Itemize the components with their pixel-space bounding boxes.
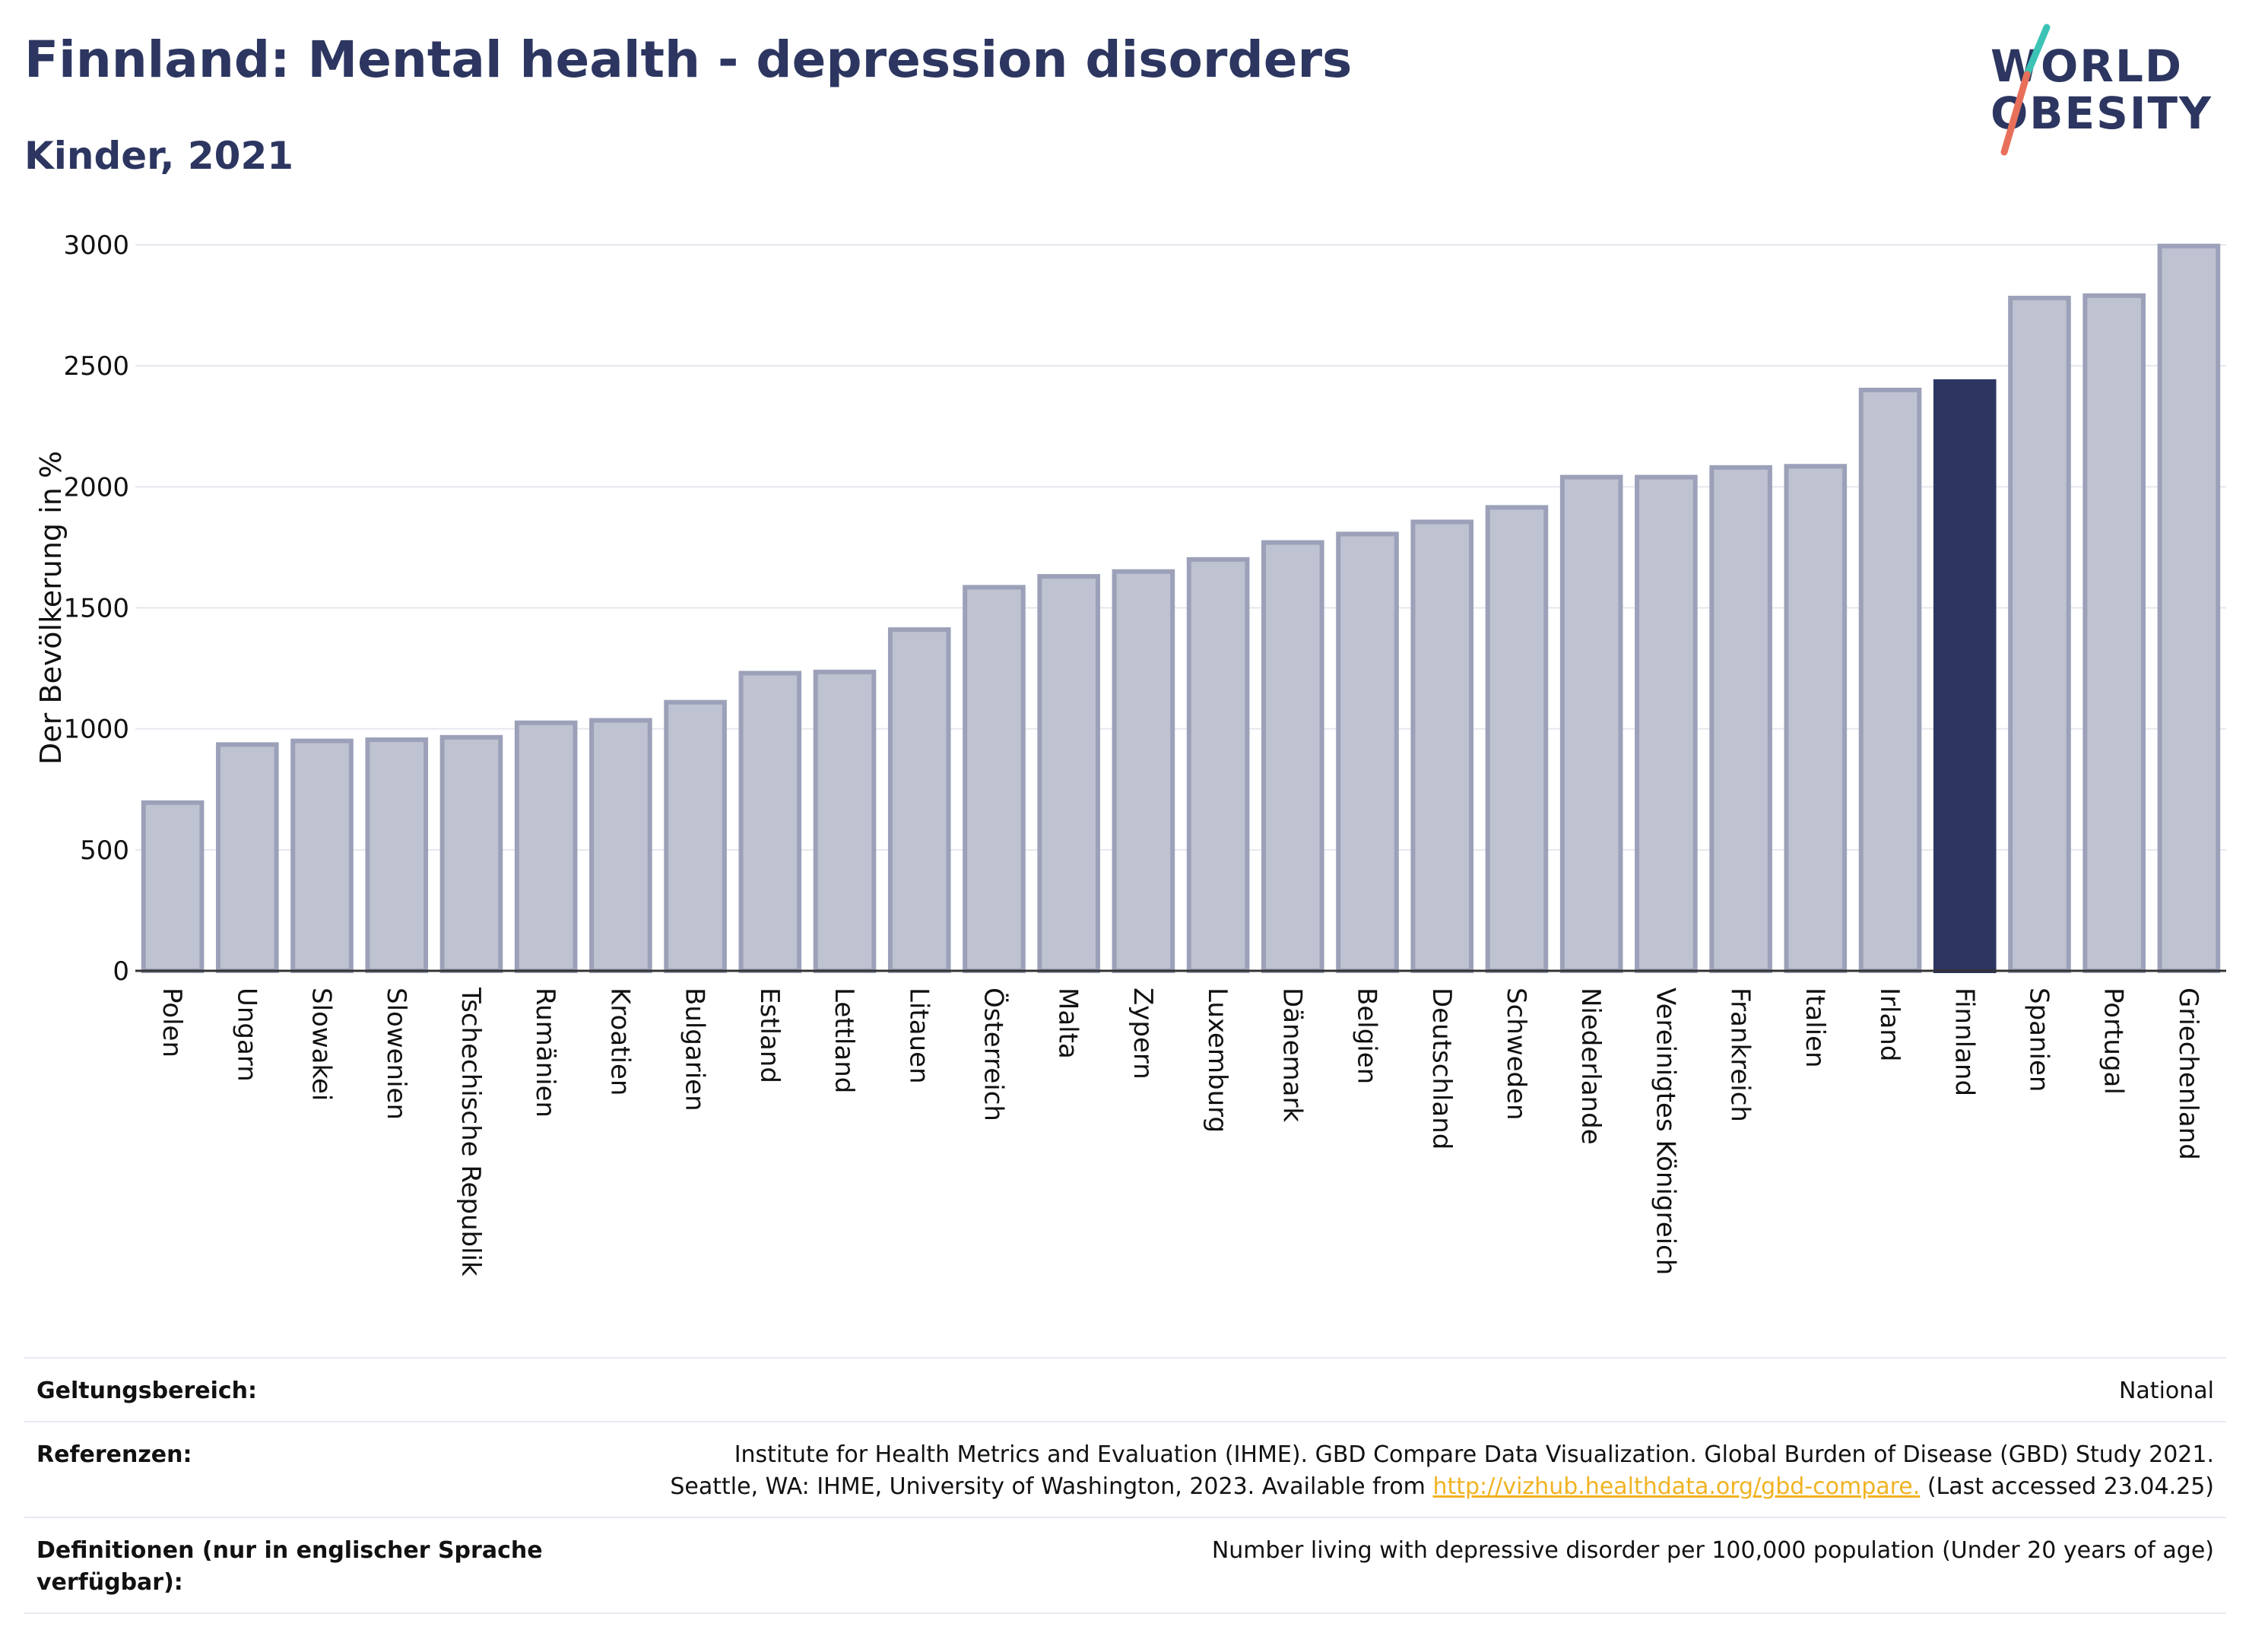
category-label: Polen <box>157 988 187 1057</box>
references-line-2-text: Seattle, WA: IHME, University of Washing… <box>670 1473 1433 1500</box>
logo-text-obesity: OBESITY <box>1990 87 2213 139</box>
category-label: Estland <box>754 988 785 1083</box>
bar-Lettland <box>813 669 877 973</box>
y-tick-label: 2500 <box>63 351 129 382</box>
footer-row-definitions: Definitionen (nur in englischer Sprache … <box>24 1517 2226 1614</box>
bar-Deutschland <box>1410 519 1474 974</box>
references-line-2-suffix: (Last accessed 23.04.25) <box>1920 1473 2214 1500</box>
category-label: Litauen <box>903 988 934 1084</box>
bar-Rumänien <box>514 720 578 973</box>
footer-info-table: Geltungsbereich: National Referenzen: In… <box>24 1357 2226 1614</box>
bar-Bulgarien <box>664 699 727 974</box>
category-label: Belgien <box>1352 988 1382 1084</box>
references-label: Referenzen: <box>36 1441 192 1468</box>
bar-Portugal <box>2082 293 2146 974</box>
footer-row-references: Referenzen: Institute for Health Metrics… <box>24 1421 2226 1517</box>
references-line-2: Seattle, WA: IHME, University of Washing… <box>670 1471 2214 1503</box>
definitions-label: Definitionen (nur in englischer Sprache … <box>36 1537 543 1596</box>
category-label: Tschechische Republik <box>455 987 486 1276</box>
chart-title: Finnland: Mental health - depression dis… <box>24 30 1353 89</box>
y-tick-label: 500 <box>80 836 129 866</box>
world-obesity-logo: WORLD OBESITY <box>1977 21 2235 158</box>
category-label: Irland <box>1874 988 1905 1061</box>
bar-Slowenien <box>365 737 429 973</box>
definitions-value: Number living with depressive disorder p… <box>1211 1537 2214 1564</box>
bar-Österreich <box>963 585 1026 973</box>
bar-Belgien <box>1336 531 1399 973</box>
bar-Kroatien <box>589 718 652 974</box>
bar-Slowakei <box>290 738 354 973</box>
bars <box>141 243 2221 974</box>
category-label: Finnland <box>1949 988 1979 1096</box>
y-tick-label: 3000 <box>63 230 129 261</box>
y-tick-label: 1500 <box>63 594 129 624</box>
y-tick-label: 2000 <box>63 472 129 503</box>
x-axis-categories: Polen Ungarn Slowakei Slowenien Tschechische… <box>157 987 2203 1276</box>
category-label: Dänemark <box>1277 988 1307 1122</box>
category-label: Kroatien <box>604 988 635 1096</box>
bar-Estland <box>738 671 802 973</box>
bar-Frankreich <box>1709 465 1772 974</box>
chart-subtitle: Kinder, 2021 <box>24 134 294 178</box>
category-label: Niederlande <box>1575 988 1606 1145</box>
category-label: Rumänien <box>530 988 560 1118</box>
bar-Vereinigtes Königreich <box>1635 474 1698 974</box>
bar-Zypern <box>1112 569 1175 973</box>
bar-Spanien <box>2008 296 2071 974</box>
bar-Schweden <box>1485 505 1549 973</box>
y-tick-label: 1000 <box>63 715 129 745</box>
y-tick-label: 0 <box>113 956 129 987</box>
references-link[interactable]: http://vizhub.healthdata.org/gbd-compare… <box>1432 1473 1921 1500</box>
category-label: Portugal <box>2098 988 2129 1095</box>
bar-Niederlande <box>1559 474 1623 974</box>
scope-label: Geltungsbereich: <box>36 1378 258 1404</box>
category-label: Zypern <box>1128 988 1158 1080</box>
category-label: Luxemburg <box>1202 988 1232 1133</box>
category-label: Slowenien <box>381 988 411 1120</box>
category-label: Italien <box>1800 988 1830 1068</box>
category-label: Lettland <box>829 988 859 1093</box>
category-label: Malta <box>1053 988 1083 1059</box>
bar-Irland <box>1858 388 1922 973</box>
bar-Dänemark <box>1261 540 1324 973</box>
category-label: Ungarn <box>231 988 262 1082</box>
category-label: Spanien <box>2023 988 2054 1092</box>
bar-Finnland <box>1933 379 1997 973</box>
bar-Malta <box>1037 574 1100 973</box>
bar-Griechenland <box>2157 243 2221 973</box>
category-label: Deutschland <box>1426 988 1457 1149</box>
bar-Tschechische Republik <box>439 734 503 974</box>
references-line-1: Institute for Health Metrics and Evaluat… <box>734 1441 2214 1468</box>
bar-Italien <box>1784 464 1848 973</box>
bar-Litauen <box>887 627 951 974</box>
footer-row-scope: Geltungsbereich: National <box>24 1357 2226 1421</box>
category-label: Griechenland <box>2173 988 2203 1160</box>
references-value: Institute for Health Metrics and Evaluat… <box>670 1439 2214 1503</box>
category-label: Vereinigtes Königreich <box>1650 988 1680 1275</box>
scope-value: National <box>2118 1378 2214 1404</box>
category-label: Schweden <box>1501 988 1531 1121</box>
bar-chart: 0 500 1000 1500 2000 2500 3000 Polen Ungarn Slow… <box>34 230 2226 1276</box>
bar-Luxemburg <box>1186 556 1250 974</box>
y-axis-ticks: 0 500 1000 1500 2000 2500 3000 <box>63 230 129 987</box>
category-label: Frankreich <box>1725 988 1756 1122</box>
category-label: Bulgarien <box>680 988 710 1111</box>
category-label: Österreich <box>978 988 1009 1121</box>
logo-slash-icon <box>2000 24 2051 156</box>
bar-Polen <box>141 800 205 974</box>
bar-Ungarn <box>216 742 279 973</box>
y-axis-label: Der Bevölkerung in % <box>34 451 68 765</box>
category-label: Slowakei <box>306 988 337 1101</box>
